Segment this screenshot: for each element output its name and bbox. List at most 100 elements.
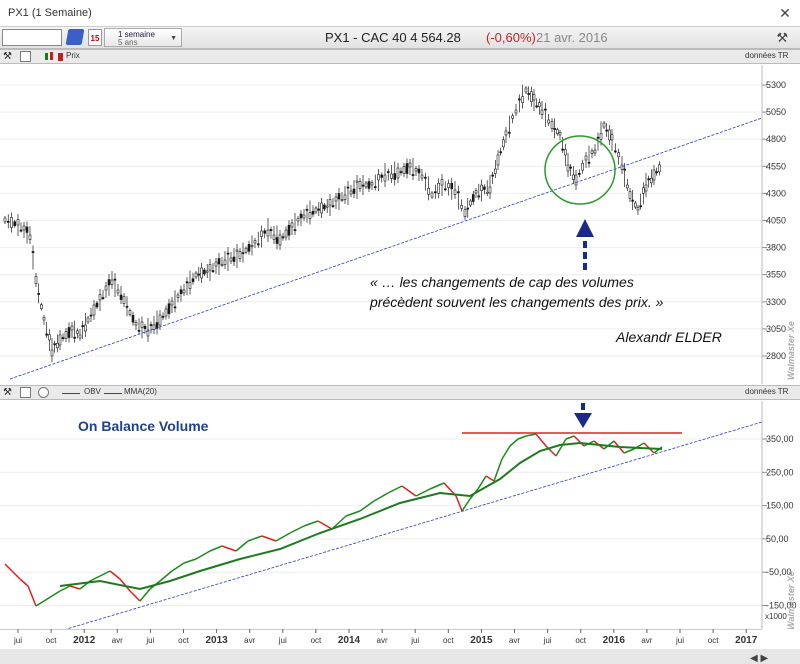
candle-body bbox=[19, 229, 23, 232]
obv-segment bbox=[517, 435, 527, 440]
obv-tick-label: 50,00 bbox=[766, 534, 789, 544]
candle-body bbox=[599, 133, 603, 140]
candle-body bbox=[152, 324, 156, 330]
obv-segment bbox=[59, 585, 71, 592]
obv-segment bbox=[415, 488, 431, 497]
candle-body bbox=[217, 258, 221, 265]
candle-body bbox=[179, 289, 183, 295]
candle-body bbox=[53, 343, 56, 346]
maximize-icon[interactable] bbox=[20, 51, 31, 62]
candle-body bbox=[453, 189, 457, 195]
x-tick-label: avr bbox=[641, 636, 652, 645]
candle-body bbox=[614, 150, 617, 153]
obv-gridlines bbox=[0, 438, 762, 606]
candle-body bbox=[256, 243, 260, 246]
candle-body bbox=[314, 207, 318, 213]
candle-body bbox=[95, 302, 99, 308]
price-chart[interactable]: « … les changements de cap des volumes p… bbox=[0, 65, 800, 384]
obv-y-axis: 350,00 250,00 150,00 50,00 -50,00 -150,00 bbox=[762, 434, 797, 611]
candle-body bbox=[390, 173, 393, 179]
candle-body bbox=[626, 184, 629, 189]
wrench-icon[interactable]: ⚒ bbox=[3, 387, 12, 398]
candle-body bbox=[235, 249, 239, 252]
price-candles bbox=[3, 84, 661, 362]
obv-segment bbox=[43, 595, 53, 602]
candle-body bbox=[540, 109, 544, 115]
close-button[interactable]: ✕ bbox=[779, 5, 791, 21]
x-tick-label: jui bbox=[278, 636, 287, 645]
candle-body bbox=[220, 264, 224, 267]
candle-body bbox=[6, 220, 10, 223]
price-gridlines bbox=[0, 84, 762, 357]
mma-legend-label: MMA(20) bbox=[124, 387, 157, 396]
x-axis-labels: jui oct 2012 avr jui oct 2013 avr jui oct 2014 avr j… bbox=[13, 629, 758, 646]
candle-body bbox=[569, 166, 572, 169]
candle-body bbox=[414, 168, 418, 172]
obv-segment bbox=[331, 515, 347, 530]
price-tick-label: 3800 bbox=[766, 243, 786, 253]
book-icon[interactable] bbox=[65, 29, 85, 45]
candle-body bbox=[185, 281, 189, 284]
candle-body bbox=[564, 149, 567, 156]
unit-label: x1000 bbox=[765, 612, 787, 621]
candle-body bbox=[349, 190, 353, 195]
candle-body bbox=[119, 294, 123, 300]
candle-body bbox=[553, 128, 556, 130]
candle-body bbox=[402, 166, 406, 174]
candle-body bbox=[480, 184, 483, 191]
x-tick-label: jui bbox=[145, 636, 154, 645]
obv-segment bbox=[4, 563, 13, 572]
candle-body bbox=[76, 330, 79, 334]
wrench-icon[interactable]: ⚒ bbox=[3, 51, 12, 62]
candle-body bbox=[92, 304, 96, 316]
obv-segment bbox=[129, 590, 141, 602]
candle-body bbox=[623, 168, 626, 171]
candle-body bbox=[128, 310, 132, 315]
maximize-icon[interactable] bbox=[20, 387, 31, 398]
candle-body bbox=[58, 334, 62, 346]
obv-segment bbox=[171, 562, 185, 572]
candle-body bbox=[471, 194, 475, 202]
candle-body bbox=[466, 207, 470, 210]
obv-segment bbox=[501, 445, 511, 460]
candle-body bbox=[443, 188, 447, 191]
candle-body bbox=[488, 186, 492, 194]
x-tick-label: oct bbox=[46, 636, 57, 645]
obv-segment bbox=[69, 585, 81, 590]
quote-date: 21 avr. 2016 bbox=[536, 30, 608, 45]
mma-legend-line bbox=[104, 393, 122, 394]
calendar-icon[interactable]: 15 bbox=[88, 29, 102, 46]
candle-body bbox=[440, 179, 444, 186]
price-panel-bar: ⚒ Prix données TR bbox=[0, 49, 800, 64]
candle-body bbox=[275, 237, 279, 244]
candle-body bbox=[42, 317, 46, 321]
candle-body bbox=[593, 149, 597, 154]
candle-body bbox=[364, 182, 368, 188]
obv-panel-bar: ⚒ OBV MMA(20) données TR bbox=[0, 385, 800, 400]
candle-body bbox=[125, 305, 129, 308]
candle-body bbox=[331, 205, 335, 208]
period-select[interactable]: 1 semaine 5 ans ▼ bbox=[104, 28, 182, 47]
obv-segment bbox=[11, 570, 21, 580]
candle-body bbox=[483, 186, 486, 190]
candle-body bbox=[16, 219, 20, 226]
candle-body bbox=[558, 132, 562, 136]
obv-trendline bbox=[65, 421, 763, 629]
symbol-input[interactable] bbox=[2, 29, 62, 46]
obv-segment bbox=[461, 498, 471, 512]
candle-body bbox=[477, 195, 481, 198]
candle-body bbox=[521, 96, 524, 103]
obv-segment bbox=[289, 525, 305, 534]
obv-segment bbox=[195, 550, 211, 560]
obv-tick-label: -50,00 bbox=[766, 567, 792, 577]
candle-body bbox=[203, 269, 206, 275]
candle-body bbox=[590, 150, 594, 154]
wrench-hammer-icon[interactable]: ⚒ bbox=[776, 30, 788, 45]
obv-segment bbox=[525, 433, 537, 437]
candles-icon bbox=[44, 51, 55, 62]
obv-chart[interactable]: On Balance Volume 350,00 250,00 150,00 50,0… bbox=[0, 401, 800, 629]
quote-line-2: précèdent souvent les changements des pr… bbox=[369, 294, 664, 310]
candle-body bbox=[566, 164, 570, 172]
x-tick-label: 2015 bbox=[470, 635, 493, 646]
close-panel-icon[interactable] bbox=[38, 387, 49, 398]
